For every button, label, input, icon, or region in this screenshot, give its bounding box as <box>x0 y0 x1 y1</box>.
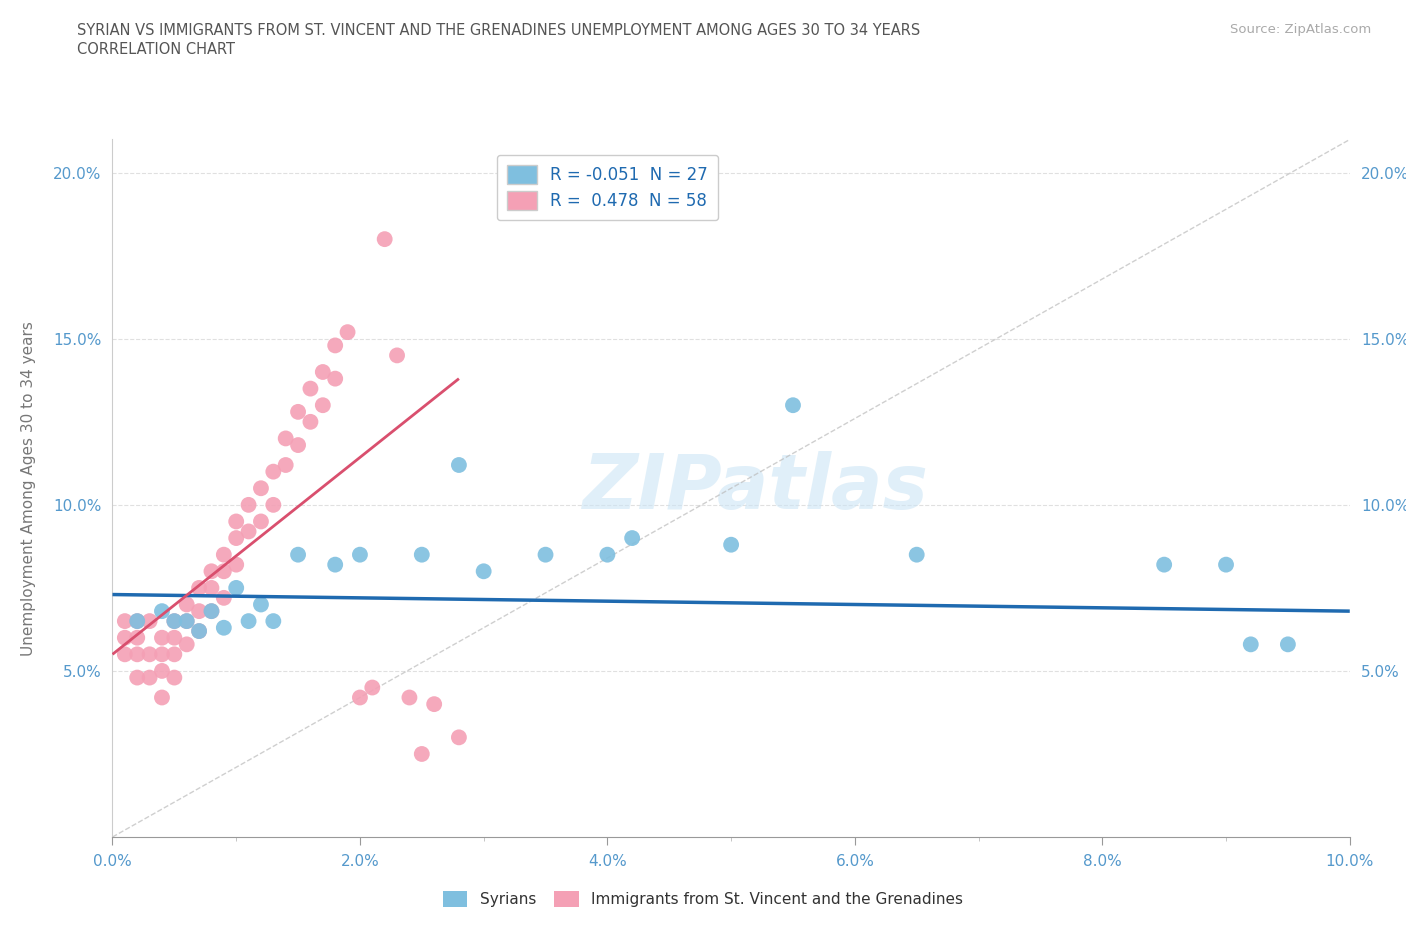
Point <box>720 538 742 552</box>
Point <box>150 604 173 618</box>
Point <box>323 338 346 352</box>
Point <box>411 747 433 762</box>
Text: Source: ZipAtlas.com: Source: ZipAtlas.com <box>1230 23 1371 36</box>
Point <box>250 514 273 529</box>
Point <box>1277 637 1299 652</box>
Point <box>349 690 371 705</box>
Legend: R = -0.051  N = 27, R =  0.478  N = 58: R = -0.051 N = 27, R = 0.478 N = 58 <box>496 154 718 220</box>
Point <box>163 647 186 662</box>
Point <box>212 620 235 635</box>
Point <box>312 365 335 379</box>
Point <box>1240 637 1263 652</box>
Point <box>621 531 644 546</box>
Point <box>127 647 149 662</box>
Point <box>150 690 173 705</box>
Point <box>163 631 186 645</box>
Point <box>176 597 198 612</box>
Point <box>176 637 198 652</box>
Point <box>287 547 309 562</box>
Point <box>287 405 309 419</box>
Point <box>188 604 211 618</box>
Point <box>114 631 136 645</box>
Point <box>138 647 160 662</box>
Point <box>150 647 173 662</box>
Point <box>163 671 186 685</box>
Point <box>385 348 408 363</box>
Point <box>176 614 198 629</box>
Point <box>225 580 247 595</box>
Point <box>1153 557 1175 572</box>
Point <box>534 547 557 562</box>
Point <box>336 325 359 339</box>
Point <box>163 614 186 629</box>
Point <box>361 680 384 695</box>
Point <box>188 624 211 639</box>
Text: SYRIAN VS IMMIGRANTS FROM ST. VINCENT AND THE GRENADINES UNEMPLOYMENT AMONG AGES: SYRIAN VS IMMIGRANTS FROM ST. VINCENT AN… <box>77 23 921 38</box>
Point <box>127 671 149 685</box>
Point <box>411 547 433 562</box>
Legend: Syrians, Immigrants from St. Vincent and the Grenadines: Syrians, Immigrants from St. Vincent and… <box>437 884 969 913</box>
Point <box>150 631 173 645</box>
Point <box>127 614 149 629</box>
Point <box>200 604 222 618</box>
Point <box>212 591 235 605</box>
Point <box>138 671 160 685</box>
Point <box>150 663 173 678</box>
Point <box>127 631 149 645</box>
Point <box>212 564 235 578</box>
Point <box>114 647 136 662</box>
Point <box>472 564 495 578</box>
Point <box>323 557 346 572</box>
Point <box>250 597 273 612</box>
Point <box>262 614 284 629</box>
Point <box>398 690 420 705</box>
Point <box>782 398 804 413</box>
Point <box>200 564 222 578</box>
Point <box>238 498 260 512</box>
Point <box>349 547 371 562</box>
Point <box>447 730 470 745</box>
Point <box>127 614 149 629</box>
Point <box>905 547 928 562</box>
Point <box>225 531 247 546</box>
Point <box>262 464 284 479</box>
Point <box>188 580 211 595</box>
Y-axis label: Unemployment Among Ages 30 to 34 years: Unemployment Among Ages 30 to 34 years <box>21 321 37 656</box>
Point <box>596 547 619 562</box>
Point <box>225 557 247 572</box>
Point <box>323 371 346 386</box>
Point <box>238 614 260 629</box>
Text: ZIPatlas: ZIPatlas <box>583 451 929 525</box>
Point <box>287 438 309 453</box>
Point <box>1215 557 1237 572</box>
Point <box>200 604 222 618</box>
Point <box>447 458 470 472</box>
Point <box>238 524 260 538</box>
Point <box>250 481 273 496</box>
Point <box>262 498 284 512</box>
Point <box>374 232 396 246</box>
Point <box>299 415 322 430</box>
Point <box>299 381 322 396</box>
Point <box>138 614 160 629</box>
Point <box>274 458 297 472</box>
Point <box>423 697 446 711</box>
Point <box>212 547 235 562</box>
Point <box>163 614 186 629</box>
Point <box>225 514 247 529</box>
Point <box>312 398 335 413</box>
Point <box>114 614 136 629</box>
Point <box>176 614 198 629</box>
Point <box>274 431 297 445</box>
Text: CORRELATION CHART: CORRELATION CHART <box>77 42 235 57</box>
Point <box>200 580 222 595</box>
Point <box>188 624 211 639</box>
